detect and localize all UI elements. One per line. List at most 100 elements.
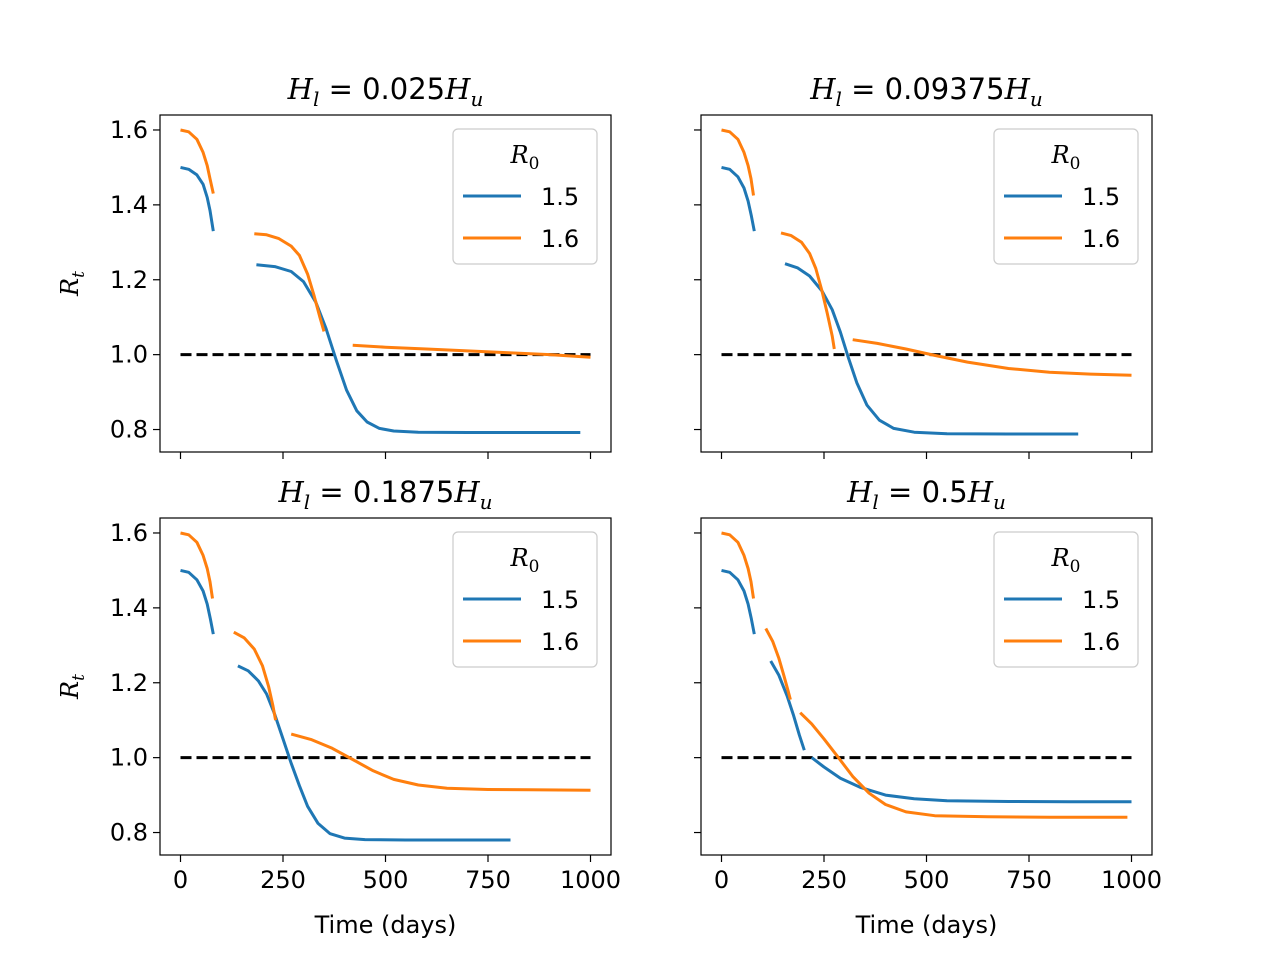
series-1_6-segment-2 <box>233 630 278 721</box>
y-tick-label: 1.2 <box>110 669 148 697</box>
title-sub: l <box>836 87 842 111</box>
legend-title: R0 <box>1051 544 1081 577</box>
x-tick-label: 250 <box>260 866 306 894</box>
y-tick-label: 1.6 <box>110 116 148 144</box>
x-tick-label: 500 <box>904 866 950 894</box>
series-1_6-segment-3 <box>352 343 591 359</box>
series-1_5-segment-2 <box>769 660 806 751</box>
title-var2: H <box>444 72 471 106</box>
legend-title-sub: 0 <box>1070 154 1081 174</box>
series-1_5-segment-1 <box>180 568 215 635</box>
legend-title-sym: R <box>510 141 529 169</box>
x-axis-label: Time (days) <box>314 911 457 939</box>
subplot-4: 0 250 500 750 1000 Hl = 0.5Hu Time (days) R01.5… <box>694 475 1162 939</box>
series-1_6-segment-1 <box>180 531 214 599</box>
subplot-title: Hl = 0.025Hu <box>287 72 484 111</box>
subplot-3: 0 250 500 750 1000 0.8 1.0 1.2 1.4 1.6 Hl = 0.1875… <box>56 475 621 939</box>
title-var: H <box>846 475 873 509</box>
legend-title: R0 <box>510 544 540 577</box>
legend-frame <box>993 531 1139 668</box>
title-eq: = <box>879 475 922 509</box>
legend: R01.5 1.6 <box>993 128 1139 265</box>
y-tick-label: 1.4 <box>110 594 148 622</box>
y-tick-label: 1.6 <box>110 519 148 547</box>
title-sub2: u <box>470 87 483 111</box>
title-var: H <box>277 475 304 509</box>
legend: R01.5 1.6 <box>452 531 598 668</box>
title-coef: 0.025 <box>362 72 445 106</box>
legend-frame <box>452 128 598 265</box>
legend-title-sub: 0 <box>1070 557 1081 577</box>
series-1_5-segment-2 <box>237 664 511 842</box>
series-1_6-segment-1 <box>180 128 215 194</box>
title-eq: = <box>319 72 362 106</box>
x-tick-label: 750 <box>465 866 511 894</box>
title-var: H <box>809 72 836 106</box>
ylabel-sub: t <box>69 271 89 278</box>
series-1_6-segment-2 <box>780 231 836 350</box>
x-tick-label: 0 <box>173 866 188 894</box>
title-sub: l <box>313 87 319 111</box>
legend-title-sub: 0 <box>529 154 540 174</box>
series-1_5-segment-2 <box>784 262 1079 436</box>
x-tick-label: 750 <box>1006 866 1052 894</box>
legend-label-1_5: 1.5 <box>1082 586 1120 614</box>
subplot-title: Hl = 0.5Hu <box>846 475 1006 514</box>
y-tick-label: 0.8 <box>110 819 148 847</box>
series-1_6-segment-1 <box>721 531 755 599</box>
title-coef: 0.1875 <box>353 475 454 509</box>
y-tick-label: 1.0 <box>110 744 148 772</box>
title-var2: H <box>967 475 994 509</box>
series-1_6-segment-1 <box>721 128 755 196</box>
legend-frame <box>993 128 1139 265</box>
title-var2: H <box>1004 72 1031 106</box>
series-1_5-segment-1 <box>180 165 215 232</box>
subplot-title: Hl = 0.09375Hu <box>809 72 1043 111</box>
series-1_5-segment-1 <box>721 568 756 635</box>
title-sub2: u <box>480 490 493 514</box>
legend: R01.5 1.6 <box>452 128 598 265</box>
legend-label-1_5: 1.5 <box>1082 183 1120 211</box>
series-1_6-segment-3 <box>290 732 591 792</box>
y-tick-label: 0.8 <box>110 416 148 444</box>
legend-label-1_6: 1.6 <box>1082 225 1120 253</box>
y-axis-label: Rt <box>56 271 89 297</box>
x-tick-label: 250 <box>801 866 847 894</box>
legend-title: R0 <box>510 141 540 174</box>
legend-label-1_5: 1.5 <box>541 183 579 211</box>
legend-title-sym: R <box>1051 544 1070 572</box>
legend: R01.5 1.6 <box>993 531 1139 668</box>
legend-title-sym: R <box>1051 141 1070 169</box>
y-tick-label: 1.2 <box>110 266 148 294</box>
legend-label-1_6: 1.6 <box>1082 628 1120 656</box>
series-1_6-segment-3 <box>799 711 1128 819</box>
y-tick-label: 1.0 <box>110 341 148 369</box>
y-tick-label: 1.4 <box>110 191 148 219</box>
legend-label-1_6: 1.6 <box>541 225 579 253</box>
title-eq: = <box>842 72 885 106</box>
ylabel-sym: R <box>56 681 84 700</box>
series-1_6-segment-2 <box>254 232 326 332</box>
legend-title-sym: R <box>510 544 529 572</box>
x-tick-label: 500 <box>363 866 409 894</box>
title-var: H <box>287 72 314 106</box>
series-1_5-segment-2 <box>256 263 581 434</box>
legend-title-sub: 0 <box>529 557 540 577</box>
title-sub: l <box>304 490 310 514</box>
title-var2: H <box>453 475 480 509</box>
series-1_5-segment-3 <box>810 756 1132 804</box>
legend-label-1_6: 1.6 <box>541 628 579 656</box>
x-tick-label: 1000 <box>560 866 621 894</box>
title-eq: = <box>310 475 353 509</box>
series-1_6-segment-2 <box>764 627 792 700</box>
ylabel-sub: t <box>69 674 89 681</box>
x-axis-label: Time (days) <box>855 911 998 939</box>
title-coef: 0.5 <box>922 475 968 509</box>
subplot-title: Hl = 0.1875Hu <box>277 475 492 514</box>
legend-label-1_5: 1.5 <box>541 586 579 614</box>
title-coef: 0.09375 <box>885 72 1005 106</box>
x-tick-label: 1000 <box>1101 866 1162 894</box>
legend-title: R0 <box>1051 141 1081 174</box>
